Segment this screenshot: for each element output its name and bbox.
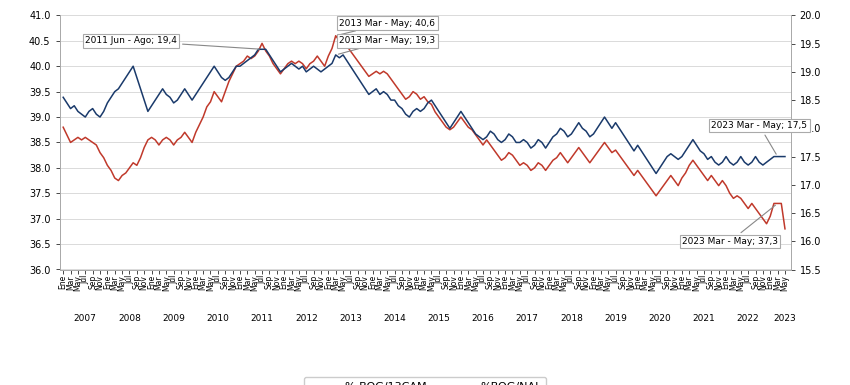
Text: 2020: 2020 xyxy=(649,314,672,323)
Text: 2010: 2010 xyxy=(207,314,230,323)
Text: 2013: 2013 xyxy=(339,314,362,323)
Text: 2017: 2017 xyxy=(516,314,539,323)
Text: 2023 Mar - May; 17,5: 2023 Mar - May; 17,5 xyxy=(711,121,807,154)
Text: 2009: 2009 xyxy=(162,314,185,323)
Text: 2023: 2023 xyxy=(774,314,796,323)
Text: 2016: 2016 xyxy=(472,314,495,323)
Text: 2008: 2008 xyxy=(118,314,141,323)
Text: 2012: 2012 xyxy=(295,314,318,323)
Text: 2007: 2007 xyxy=(74,314,97,323)
Text: 2023 Mar - May; 37,3: 2023 Mar - May; 37,3 xyxy=(682,205,778,246)
Text: 2019: 2019 xyxy=(604,314,627,323)
Text: 2011 Jun - Ago; 19,4: 2011 Jun - Ago; 19,4 xyxy=(85,36,259,49)
Text: 2011: 2011 xyxy=(251,314,274,323)
Text: 2018: 2018 xyxy=(560,314,583,323)
Text: 2022: 2022 xyxy=(737,314,759,323)
Text: 2014: 2014 xyxy=(383,314,406,323)
Text: 2013 Mar - May; 40,6: 2013 Mar - May; 40,6 xyxy=(338,18,435,35)
Legend: % BOG/13CAM, %BOG/NAL: % BOG/13CAM, %BOG/NAL xyxy=(304,377,546,385)
Text: 2015: 2015 xyxy=(428,314,451,323)
Text: 2013 Mar - May; 19,3: 2013 Mar - May; 19,3 xyxy=(338,36,435,54)
Text: 2021: 2021 xyxy=(693,314,716,323)
